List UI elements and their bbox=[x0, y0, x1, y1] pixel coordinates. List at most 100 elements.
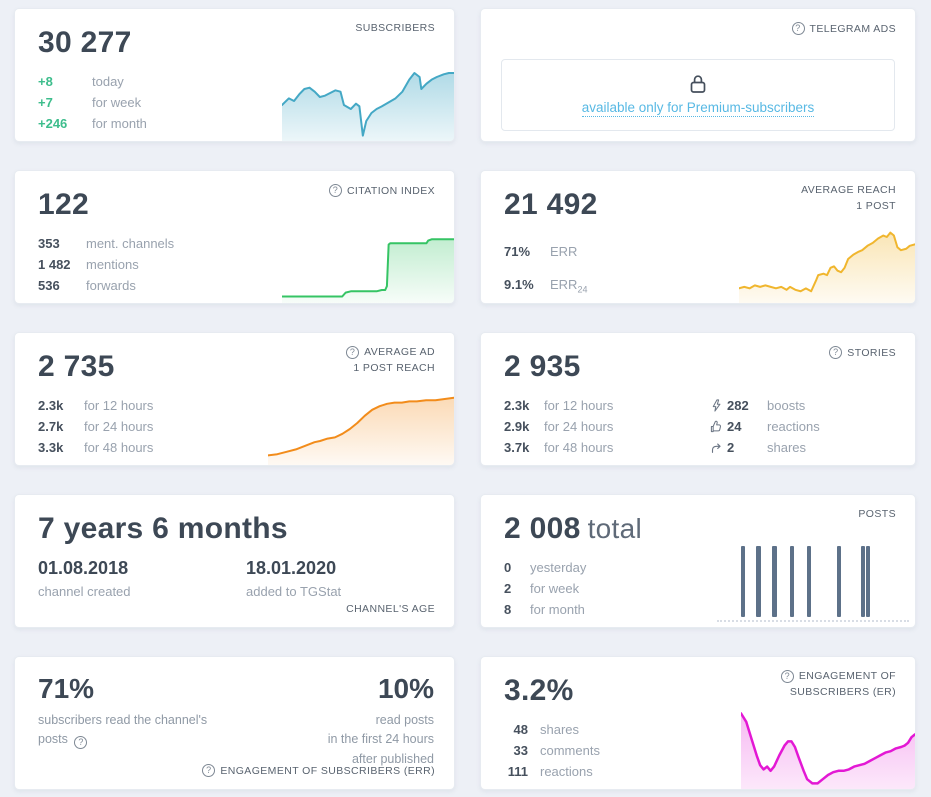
posts-card: POSTS 2 008 total 0 yesterday 2 for week … bbox=[480, 494, 916, 628]
citation-index-title-label: CITATION INDEX bbox=[346, 184, 435, 197]
stat-row: 282 boosts bbox=[710, 395, 820, 416]
post-bar bbox=[860, 546, 865, 617]
stat-row: 2 shares bbox=[710, 437, 820, 458]
average-ad-reach-card-title: AVERAGE AD 1 POST REACH bbox=[346, 344, 435, 376]
stat-row: 2.3k for 12 hours bbox=[504, 395, 682, 416]
post-bar bbox=[837, 546, 842, 617]
citation-index-card: CITATION INDEX 122 353 ment. channels 1 … bbox=[14, 170, 455, 304]
post-bar bbox=[789, 546, 794, 617]
channel-age-footer-label: CHANNEL'S AGE bbox=[346, 603, 435, 615]
posts-total-suffix: total bbox=[587, 513, 643, 544]
boosts-value: 282 bbox=[727, 398, 749, 413]
stat-row: 2.7k for 24 hours bbox=[38, 416, 454, 437]
ment-channels-value: 353 bbox=[38, 236, 60, 251]
stories-engagement-column: 282 boosts 24 reactions 2 shares bbox=[710, 395, 820, 458]
err24-value: 9.1% bbox=[504, 276, 534, 292]
average-ad-reach-stats: 2.3k for 12 hours 2.7k for 24 hours 3.3k… bbox=[38, 395, 454, 458]
er-card-title: ENGAGEMENT OF SUBSCRIBERS (ER) bbox=[780, 668, 896, 700]
er-comments-value: 33 bbox=[513, 743, 528, 758]
posts-week-value: 2 bbox=[504, 581, 512, 596]
err-value: 71% bbox=[504, 244, 531, 259]
posts-yesterday-label: yesterday bbox=[530, 560, 587, 575]
er-shares-value: 48 bbox=[513, 722, 528, 737]
help-icon[interactable] bbox=[74, 736, 88, 750]
help-icon[interactable] bbox=[202, 764, 216, 777]
stories-card-title: STORIES bbox=[829, 346, 896, 359]
mentions-value: 1 482 bbox=[38, 257, 71, 272]
er-title-line2: SUBSCRIBERS (ER) bbox=[789, 686, 896, 698]
err-24h-block: 10% read posts in the first 24 hours aft… bbox=[328, 673, 434, 769]
post-bar bbox=[740, 546, 745, 617]
average-reach-title-line2: 1 POST bbox=[856, 200, 896, 212]
lock-icon bbox=[690, 75, 706, 93]
channel-age-dates: 01.08.2018 channel created 18.01.2020 ad… bbox=[38, 558, 454, 599]
help-icon[interactable] bbox=[780, 669, 794, 683]
channel-age-card: 7 years 6 months 01.08.2018 channel crea… bbox=[14, 494, 455, 628]
stories-hours-column: 2.3k for 12 hours 2.9k for 24 hours 3.7k… bbox=[504, 395, 682, 458]
posts-stats: 0 yesterday 2 for week 8 for month bbox=[504, 557, 915, 620]
stat-row: 3.7k for 48 hours bbox=[504, 437, 682, 458]
subscribers-stats: +8 today +7 for week +246 for month bbox=[38, 71, 454, 134]
err24-label: ERR24 bbox=[550, 276, 588, 295]
help-icon[interactable] bbox=[791, 22, 805, 35]
stat-row: 111 reactions bbox=[504, 761, 915, 782]
posts-month-value: 8 bbox=[504, 602, 512, 617]
er-shares-label: shares bbox=[540, 722, 580, 737]
subscribers-count: 30 277 bbox=[38, 26, 132, 59]
err-card: 71% subscribers read the channel's posts… bbox=[14, 656, 455, 790]
reach-48h-value: 3.3k bbox=[38, 440, 64, 455]
posts-total-value: 2 008 bbox=[504, 512, 581, 545]
channel-age-value: 7 years 6 months bbox=[38, 512, 288, 545]
citation-sparkline-chart[interactable] bbox=[282, 225, 454, 303]
er-sparkline-chart[interactable] bbox=[741, 705, 915, 789]
forwards-value: 536 bbox=[38, 278, 60, 293]
reach-48h-label: for 48 hours bbox=[84, 440, 154, 455]
subscribers-sparkline-chart[interactable] bbox=[282, 61, 454, 141]
premium-locked-panel: available only for Premium-subscribers bbox=[501, 59, 895, 131]
subscribers-today-value: +8 bbox=[38, 74, 53, 89]
average-ad-reach-card: AVERAGE AD 1 POST REACH 2 735 2.3k for 1… bbox=[14, 332, 455, 466]
subscribers-month-label: for month bbox=[92, 116, 147, 131]
average-reach-sparkline-chart[interactable] bbox=[739, 215, 915, 303]
reactions-value: 24 bbox=[727, 419, 742, 434]
er-card: ENGAGEMENT OF SUBSCRIBERS (ER) 3.2% 48 s… bbox=[480, 656, 916, 790]
posts-month-label: for month bbox=[530, 602, 585, 617]
average-ad-reach-value: 2 735 bbox=[38, 350, 115, 383]
stories-value: 2 935 bbox=[504, 350, 581, 383]
forwards-label: forwards bbox=[86, 278, 136, 293]
er-stats: 48 shares 33 comments 111 reactions bbox=[504, 719, 915, 782]
err-footer: ENGAGEMENT OF SUBSCRIBERS (ERR) bbox=[202, 764, 435, 777]
telegram-ads-title-label: TELEGRAM ADS bbox=[809, 22, 896, 35]
premium-subscribers-link[interactable]: available only for Premium-subscribers bbox=[581, 100, 815, 117]
average-reach-value: 21 492 bbox=[504, 188, 598, 221]
telegram-ads-card: TELEGRAM ADS available only for Premium-… bbox=[480, 8, 916, 142]
shares-label: shares bbox=[767, 440, 807, 455]
err-24h-caption: read posts in the first 24 hours after p… bbox=[327, 713, 434, 766]
post-bar bbox=[865, 546, 870, 617]
average-reach-stats: 71% ERR 9.1% ERR24 bbox=[504, 238, 915, 303]
stories-48h-value: 3.7k bbox=[504, 440, 530, 455]
stat-row: 2.3k for 12 hours bbox=[38, 395, 454, 416]
ment-channels-label: ment. channels bbox=[86, 236, 175, 251]
err-read-caption: subscribers read the channel's posts bbox=[38, 711, 233, 750]
help-icon[interactable] bbox=[829, 346, 843, 359]
posts-bar-chart[interactable] bbox=[717, 546, 909, 624]
average-ad-sparkline-chart[interactable] bbox=[268, 393, 454, 465]
er-reactions-label: reactions bbox=[540, 764, 593, 779]
er-comments-label: comments bbox=[540, 743, 600, 758]
help-icon[interactable] bbox=[346, 345, 360, 359]
help-icon[interactable] bbox=[328, 184, 342, 197]
reactions-label: reactions bbox=[767, 419, 820, 434]
stat-row: 0 yesterday bbox=[504, 557, 915, 578]
subscribers-card: SUBSCRIBERS 30 277 +8 today +7 for week … bbox=[14, 8, 455, 142]
stat-row: 9.1% ERR24 bbox=[504, 271, 915, 303]
post-bar bbox=[772, 546, 777, 617]
subscribers-card-title: SUBSCRIBERS bbox=[355, 22, 435, 34]
stories-24h-value: 2.9k bbox=[504, 419, 530, 434]
err-read-block: 71% subscribers read the channel's posts bbox=[38, 673, 233, 769]
added-to-tgstat-date: 18.01.2020 bbox=[246, 558, 337, 578]
subscribers-month-value: +246 bbox=[38, 116, 68, 131]
err-label: ERR bbox=[550, 244, 578, 259]
telegram-ads-card-title: TELEGRAM ADS bbox=[791, 22, 897, 35]
er-value: 3.2% bbox=[504, 674, 574, 707]
